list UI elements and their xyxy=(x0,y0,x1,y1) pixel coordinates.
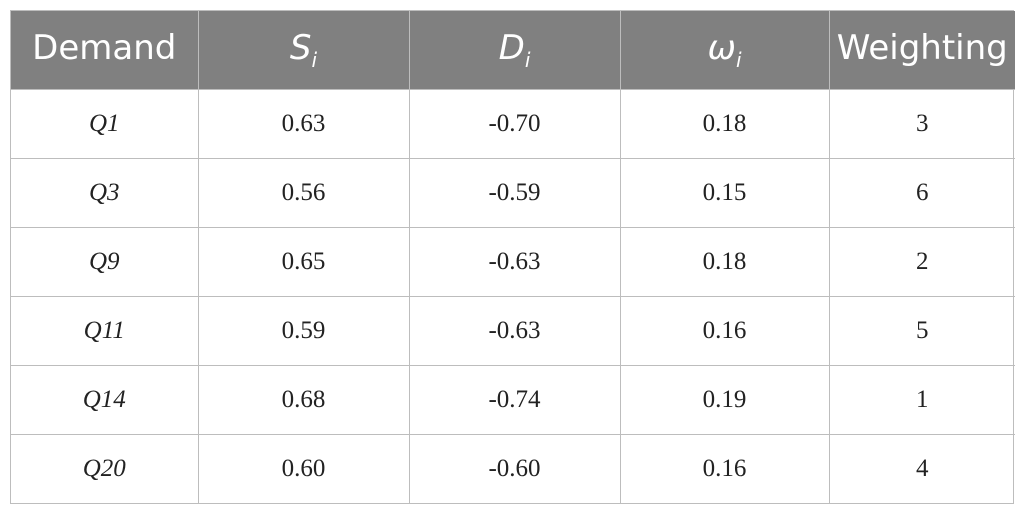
cell-d: -0.60 xyxy=(408,434,620,503)
table-row: Q20 0.60 -0.60 0.16 4 xyxy=(11,434,1015,503)
cell-demand: Q9 xyxy=(11,227,198,297)
header-row: Demand Si Di ωi Weighting xyxy=(11,11,1015,90)
cell-d: -0.70 xyxy=(408,89,620,159)
cell-weighting: 3 xyxy=(828,89,1015,159)
header-d-sub: i xyxy=(524,48,531,72)
cell-s: 0.59 xyxy=(197,296,409,366)
cell-s: 0.56 xyxy=(197,158,409,228)
header-d: Di xyxy=(408,11,620,90)
cell-demand: Q1 xyxy=(11,89,198,159)
cell-s: 0.63 xyxy=(197,89,409,159)
cell-demand: Q3 xyxy=(11,158,198,228)
header-s-symbol: S xyxy=(289,28,312,68)
cell-s: 0.60 xyxy=(197,434,409,503)
cell-omega: 0.19 xyxy=(619,365,829,435)
cell-d: -0.63 xyxy=(408,227,620,297)
header-omega-sub: i xyxy=(735,48,742,72)
cell-weighting: 4 xyxy=(828,434,1015,503)
cell-d: -0.59 xyxy=(408,158,620,228)
cell-weighting: 6 xyxy=(828,158,1015,228)
cell-omega: 0.18 xyxy=(619,227,829,297)
cell-d: -0.74 xyxy=(408,365,620,435)
cell-demand: Q14 xyxy=(11,365,198,435)
header-d-symbol: D xyxy=(498,28,525,68)
cell-demand: Q11 xyxy=(11,296,198,366)
table-row: Q1 0.63 -0.70 0.18 3 xyxy=(11,89,1015,159)
header-omega: ωi xyxy=(619,11,829,90)
cell-weighting: 5 xyxy=(828,296,1015,366)
cell-weighting: 2 xyxy=(828,227,1015,297)
cell-s: 0.65 xyxy=(197,227,409,297)
table-row: Q14 0.68 -0.74 0.19 1 xyxy=(11,365,1015,435)
cell-demand: Q20 xyxy=(11,434,198,503)
cell-omega: 0.18 xyxy=(619,89,829,159)
cell-omega: 0.15 xyxy=(619,158,829,228)
header-s: Si xyxy=(197,11,409,90)
data-table: Demand Si Di ωi Weighting Q1 0.63 -0.70 … xyxy=(10,10,1015,504)
cell-omega: 0.16 xyxy=(619,296,829,366)
cell-s: 0.68 xyxy=(197,365,409,435)
table-row: Q9 0.65 -0.63 0.18 2 xyxy=(11,227,1015,297)
header-omega-symbol: ω xyxy=(707,28,736,68)
demand-table: Demand Si Di ωi Weighting Q1 0.63 -0.70 … xyxy=(11,11,1015,503)
header-s-sub: i xyxy=(311,48,318,72)
cell-omega: 0.16 xyxy=(619,434,829,503)
table-row: Q11 0.59 -0.63 0.16 5 xyxy=(11,296,1015,366)
cell-d: -0.63 xyxy=(408,296,620,366)
table-row: Q3 0.56 -0.59 0.15 6 xyxy=(11,158,1015,228)
cell-weighting: 1 xyxy=(828,365,1015,435)
header-demand: Demand xyxy=(11,11,198,90)
header-weighting: Weighting xyxy=(828,11,1015,90)
